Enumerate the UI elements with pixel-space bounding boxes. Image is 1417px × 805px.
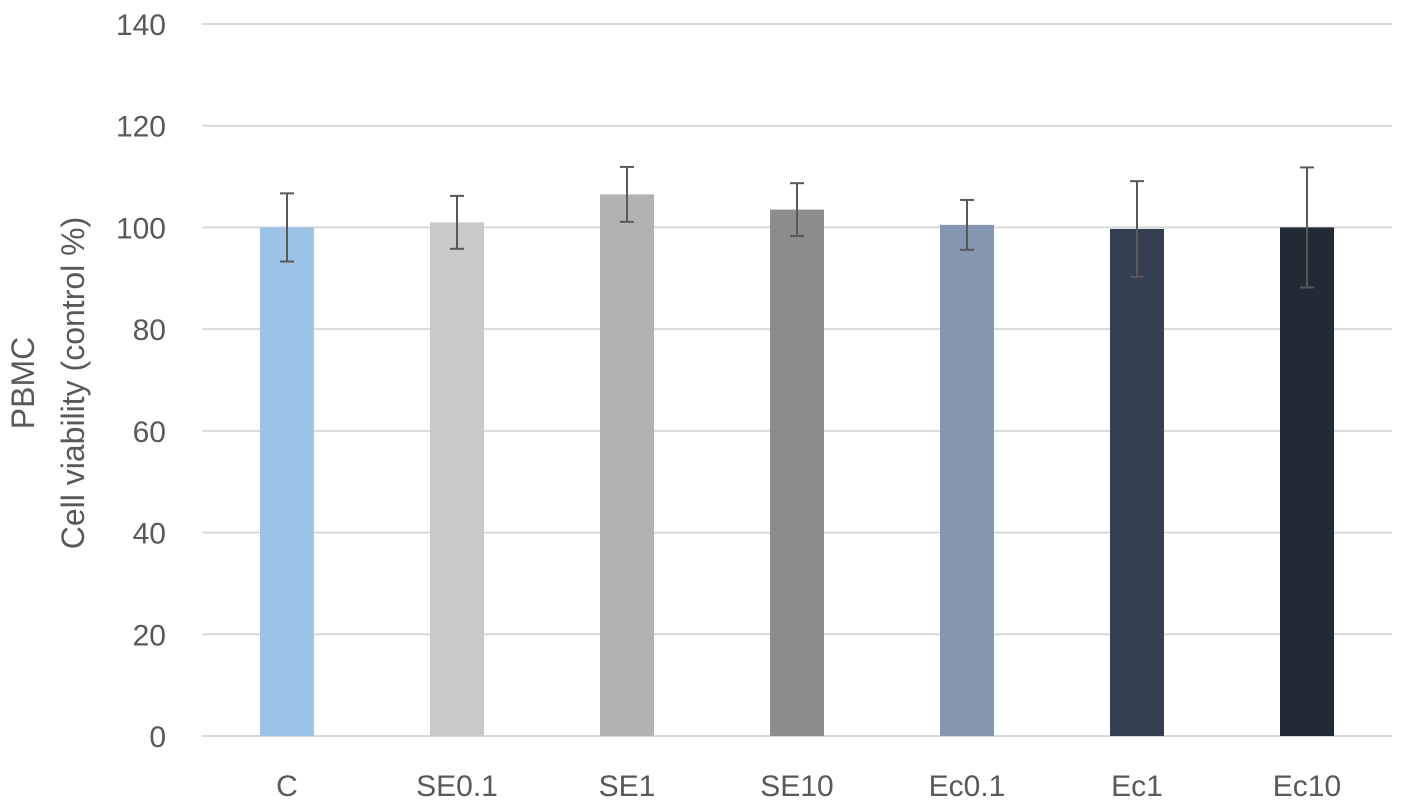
error-bars bbox=[280, 165, 1314, 289]
bar-c bbox=[260, 227, 314, 736]
y-axis-title-line: PBMC bbox=[5, 337, 41, 429]
y-tick-label: 60 bbox=[133, 416, 166, 449]
bars bbox=[260, 194, 1334, 737]
x-tick-label: C bbox=[276, 770, 298, 803]
y-tick-label: 100 bbox=[116, 212, 166, 245]
bar-se1 bbox=[600, 194, 654, 736]
y-tick-label: 80 bbox=[133, 314, 166, 347]
bar-ec1 bbox=[1110, 228, 1164, 736]
x-tick-label: SE1 bbox=[599, 770, 656, 803]
x-tick-label: Ec0.1 bbox=[929, 770, 1006, 803]
x-tick-label: SE0.1 bbox=[416, 770, 498, 803]
bar-se10 bbox=[770, 209, 824, 737]
bar-ec0-1 bbox=[940, 224, 994, 736]
y-tick-label: 40 bbox=[133, 518, 166, 551]
y-tick-label: 140 bbox=[116, 9, 166, 42]
x-axis-ticks: C SE0.1 SE1 SE10 Ec0.1 Ec1 Ec10 bbox=[276, 770, 1341, 803]
y-axis-title-line: Cell viability (control %) bbox=[55, 217, 91, 550]
y-axis-title: PBMC Cell viability (control %) bbox=[5, 217, 91, 550]
x-tick-label: SE10 bbox=[760, 770, 833, 803]
y-axis-ticks: 0 20 40 60 80 100 120 140 bbox=[116, 9, 166, 754]
y-tick-label: 0 bbox=[149, 721, 166, 754]
bar-ec10 bbox=[1280, 227, 1334, 736]
y-tick-label: 20 bbox=[133, 619, 166, 652]
y-tick-label: 120 bbox=[116, 111, 166, 144]
x-tick-label: Ec10 bbox=[1273, 770, 1341, 803]
x-tick-label: Ec1 bbox=[1111, 770, 1163, 803]
bar-se0-1 bbox=[430, 222, 484, 737]
